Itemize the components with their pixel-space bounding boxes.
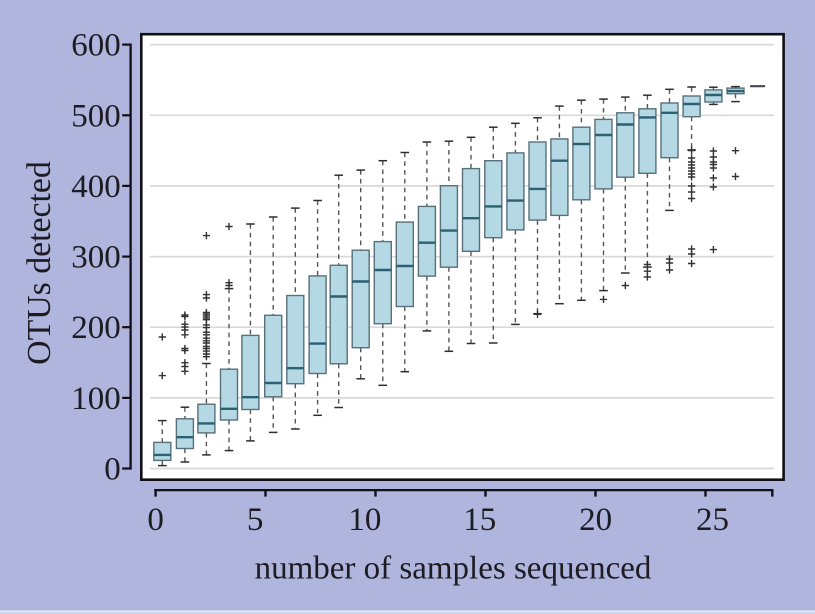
svg-text:OTUs detected: OTUs detected	[21, 161, 58, 365]
svg-text:200: 200	[71, 310, 121, 346]
svg-text:25: 25	[696, 502, 729, 538]
svg-text:10: 10	[348, 502, 381, 538]
svg-text:100: 100	[71, 381, 121, 417]
svg-text:15: 15	[463, 502, 496, 538]
svg-text:0: 0	[104, 452, 121, 488]
svg-text:500: 500	[71, 98, 121, 134]
svg-text:600: 600	[71, 28, 121, 64]
svg-text:300: 300	[71, 240, 121, 276]
svg-text:20: 20	[579, 502, 612, 538]
svg-text:number of samples sequenced: number of samples sequenced	[255, 551, 652, 587]
svg-text:0: 0	[147, 502, 164, 538]
svg-text:5: 5	[247, 502, 264, 538]
svg-text:400: 400	[71, 169, 121, 205]
